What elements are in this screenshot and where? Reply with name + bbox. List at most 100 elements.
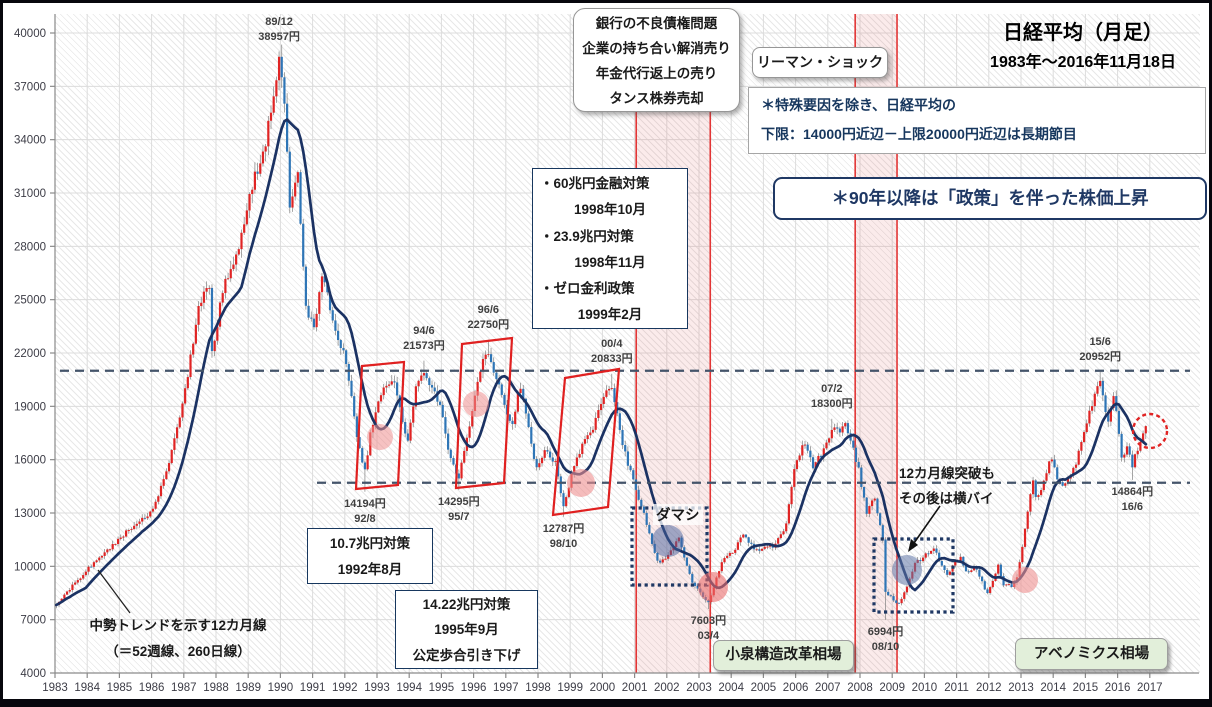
text-line: 6994円 [867,625,904,638]
text-line: 中勢トレンドを示す12カ月線 [89,618,267,633]
text-line: 1998年11月 [574,254,646,270]
text-line: 14.22兆円対策 [422,597,511,612]
y-axis-tick-label: 25000 [14,295,46,307]
y-axis-tick-label: 28000 [14,241,46,253]
y-axis-tick-label: 13000 [14,508,46,520]
key-point-label-03-4: 7603円 03/4 [691,614,726,644]
axes: 1983 1984 1985 1986 1987 1988 1989 1990 1991 1992… [14,14,1199,694]
x-axis-tick-label: 1984 [74,682,100,694]
chart-title-block: 日経平均（月足） 1983年～2016年11月18日 [958,16,1208,72]
x-axis-tick-label: 2015 [1073,682,1099,694]
text-line: 1992年8月 [337,562,403,577]
x-axis-tick-label: 2011 [944,682,969,694]
measure-1992-callout: 10.7兆円対策 1992年8月 [307,528,433,584]
text-line: 公定歩合引き下げ [412,647,521,663]
dotted-highlight-boxes [630,506,955,614]
x-axis-tick-label: 1992 [332,682,358,694]
key-point-label-08-10: 6994円 08/10 [868,625,903,655]
y-axis-tick-label: 10000 [14,561,46,573]
text-line: 22750円 [467,318,510,331]
chart-period: 1983年～2016年11月18日 [990,54,1176,71]
text-line: ・60兆円金融対策 [540,176,650,191]
text-line: 12カ月線突破も [899,466,996,481]
text-line: 96/6 [477,303,500,316]
x-axis-tick-label: 2016 [1105,682,1131,694]
x-axis-tick-label: 1991 [300,682,326,694]
text-line: 14194円 [344,497,386,510]
x-axis-tick-label: 2012 [976,682,1002,694]
key-point-label-92-8: 14194円 92/8 [344,497,386,527]
text-line: 38957円 [258,30,300,43]
y-axis-tick-label: 4000 [20,668,46,680]
policy-driven-rally-banner: ＊90年以降は「政策」を伴った株価上昇 [773,177,1207,220]
text-line: 95/7 [448,510,470,523]
trend-note-pointer-line [97,569,131,614]
x-axis-tick-label: 1994 [396,682,422,694]
x-axis-tick-label: 2017 [1137,682,1163,694]
text-line: 下限：14000円近辺－上限20000円近辺は長期節目 [761,126,1077,142]
measures-1998-callout: ・60兆円金融対策 1998年10月 ・23.9兆円対策 1998年11月 ・ゼロ金利政… [532,168,688,329]
y-axis-tick-label: 34000 [14,135,46,147]
x-axis-tick-label: 1985 [107,682,133,694]
text-line: 15/6 [1089,335,1111,348]
text-line: 92/8 [354,512,376,525]
y-axis-tick-label: 40000 [14,28,46,40]
x-axis-tick-label: 2007 [815,682,841,694]
measure-1995-callout: 14.22兆円対策 1995年9月 公定歩合引き下げ [395,590,538,669]
key-point-label-98-10: 12787円 98/10 [543,522,585,552]
text-line: 14295円 [438,495,480,508]
twelve-month-moving-average-line [54,118,1148,607]
x-axis-tick-label: 2002 [654,682,680,694]
text-line: その後は横バイ [899,491,994,506]
x-axis-tick-label: 2005 [751,682,777,694]
damashi-false-signal-label: ダマシ [653,504,703,525]
x-axis-tick-label: 2014 [1040,682,1066,694]
x-axis-tick-label: 1986 [139,682,165,694]
text-line: 企業の持ち合い解消売り [582,41,731,56]
chart-title: 日経平均（月足） [1003,22,1163,44]
current-position-dashed-circle [1131,412,1169,450]
x-axis-tick-label: 1993 [364,682,390,694]
text-line: ・ゼロ金利政策 [540,281,635,297]
twelve-month-line-note: 中勢トレンドを示す12カ月線 （＝52週線、260日線） [62,613,294,665]
text-line: 14864円 [1111,485,1154,498]
x-axis-tick-label: 1995 [429,682,455,694]
key-point-label-96-6: 96/6 22750円 [468,303,510,333]
text-line: 16/6 [1121,500,1144,513]
long-term-level-lines [60,369,1190,484]
text-line: 銀行の不良債権問題 [595,16,718,31]
text-line: （＝52週線、260日線） [105,644,251,659]
highlight-circles [367,391,1038,602]
text-line: 12787円 [542,522,585,535]
x-axis-tick-label: 2003 [686,682,712,694]
abenomics-market-label: アベノミクス相場 [1015,638,1168,670]
x-axis-tick-label: 1996 [461,682,487,694]
frame-border-bottom [0,699,1212,707]
text-line: 20833円 [590,352,633,365]
x-axis-tick-label: 1983 [42,682,68,694]
x-axis-tick-label: 2009 [879,682,905,694]
x-axis-tick-label: 2006 [783,682,809,694]
text-line: 7603円 [690,614,727,627]
key-point-label-94-6: 94/6 21573円 [403,324,445,354]
text-line: 1998年10月 [573,202,647,218]
text-line: タンス株券売却 [609,91,704,106]
x-axis-tick-label: 2001 [622,682,648,694]
key-point-label-15-6: 15/6 20952円 [1079,335,1121,365]
selling-pressure-callout: 銀行の不良債権問題 企業の持ち合い解消売り 年金代行返上の売り タンス株券売却 [573,8,740,112]
y-axis-tick-label: 37000 [14,81,46,93]
y-axis-tick-label: 31000 [14,188,46,200]
key-point-label-95-7: 14295円 95/7 [438,495,480,525]
y-axis-tick-label: 7000 [20,615,46,627]
lehman-shock-callout: リーマン・ショック [752,47,888,78]
frame-border-right [1209,0,1212,707]
text-line: 10.7兆円対策 [329,536,411,551]
x-axis-tick-label: 2013 [1008,682,1034,694]
key-point-label-89-12: 89/12 38957円 [258,15,300,45]
text-line: 18300円 [811,397,853,410]
x-axis-tick-label: 2000 [590,682,616,694]
x-axis-tick-label: 1997 [493,682,519,694]
frame-border-left [0,0,3,707]
key-point-label-00-4: 00/4 20833円 [591,337,633,367]
